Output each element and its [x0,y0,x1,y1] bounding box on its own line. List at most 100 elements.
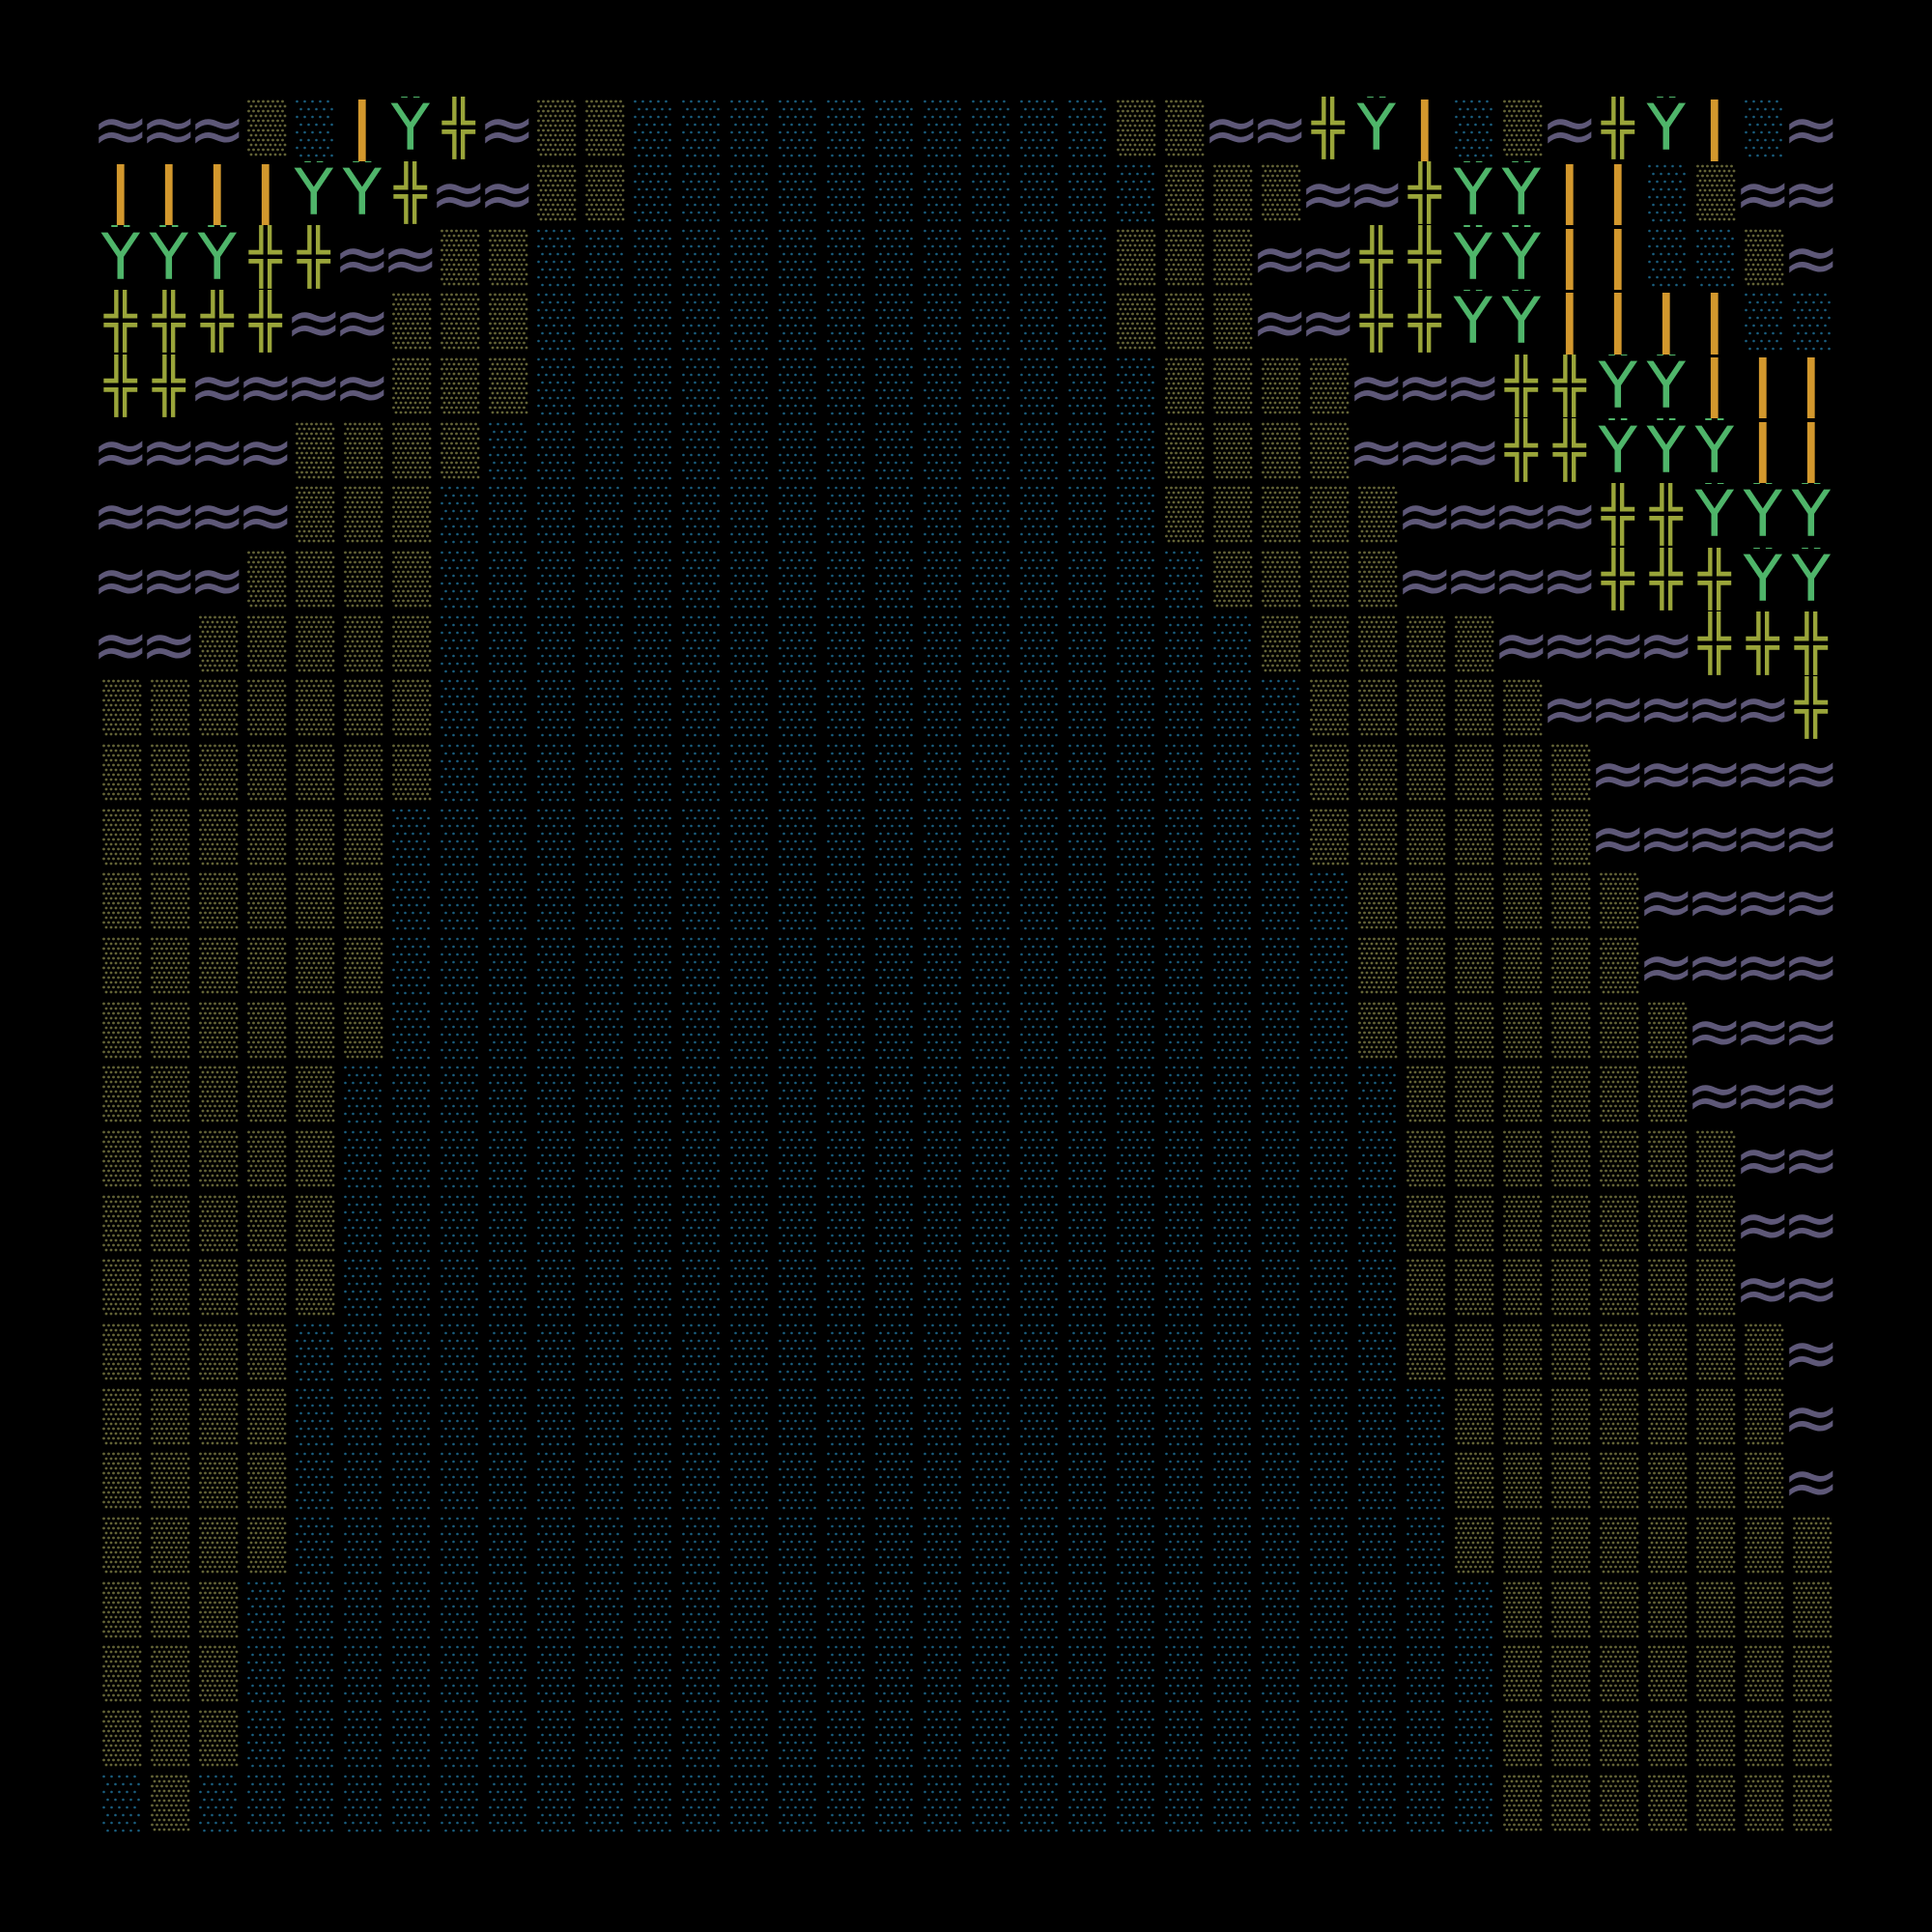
tile-sand [386,676,435,741]
tile-deep-water [290,1449,338,1514]
tile-deep-water [1401,1514,1449,1578]
tile-reeds: | [1787,355,1835,419]
tile-sand [1449,934,1497,999]
tile-sand [1401,741,1449,806]
tile-deep-water [821,1256,869,1321]
tile-sand [1304,676,1352,741]
tile-sand [1594,1577,1642,1642]
tile-deep-water [531,1191,580,1256]
tile-wave: ≈ [338,290,386,355]
tile-wave: ≈ [1497,611,1546,676]
tile-deep-water [386,1514,435,1578]
tile-sand [145,1127,193,1192]
tile-deep-water [1014,418,1063,483]
tile-deep-water [386,1707,435,1772]
tile-sand [145,1577,193,1642]
tile-wave: ≈ [1594,805,1642,869]
tile-deep-water [531,548,580,612]
tile-sand [193,934,242,999]
tile-deep-water [966,355,1014,419]
tile-deep-water [1401,1384,1449,1449]
tile-sand [1497,1321,1546,1385]
tile-sand [1739,1514,1787,1578]
tile-deep-water [1352,1063,1401,1127]
tile-sand [193,1449,242,1514]
tile-deep-water [242,1642,290,1707]
tile-deep-water [386,1771,435,1835]
tile-sand [1497,1191,1546,1256]
tile-sand [290,611,338,676]
tile-deep-water [1063,1771,1111,1835]
tile-sand [1111,97,1159,161]
tile-sand [242,934,290,999]
tile-deep-water [1401,1707,1449,1772]
tile-sand [242,1384,290,1449]
tile-deep-water [1304,869,1352,934]
tile-deep-water [628,869,676,934]
tile-deep-water [483,741,531,806]
tile-sand [386,483,435,548]
tile-wave: ≈ [1787,1321,1835,1385]
tile-deep-water [676,548,724,612]
tile-deep-water [1159,1256,1208,1321]
tile-deep-water [1111,1514,1159,1578]
tile-deep-water [966,998,1014,1063]
tile-sand [193,805,242,869]
tile-deep-water [1063,1577,1111,1642]
tile-deep-water [628,805,676,869]
tile-deep-water [724,611,773,676]
tile-wave: ≈ [1401,483,1449,548]
tile-sand [1449,741,1497,806]
tile-wave: ≈ [1787,1256,1835,1321]
tile-deep-water [918,1191,966,1256]
tile-deep-water [628,1577,676,1642]
tile-deep-water [676,355,724,419]
tile-deep-water [483,418,531,483]
tile-deep-water [918,1256,966,1321]
tile-deep-water [821,225,869,290]
tile-deep-water [531,805,580,869]
tile-sand [242,1449,290,1514]
tile-grass-cross: ╬ [145,355,193,419]
tile-reeds: | [1787,418,1835,483]
tile-deep-water [628,1771,676,1835]
tile-sand [242,1514,290,1578]
tile-wave: ≈ [1642,934,1690,999]
tile-deep-water [1111,548,1159,612]
tile-deep-water [242,1577,290,1642]
tile-sand [1690,1384,1739,1449]
tile-map[interactable]: ≈≈≈|Ÿ╬≈≈≈╬Ÿ|≈╬Ÿ|≈╬Ÿ||||ŸŸ╬≈≈≈≈╬ŸŸ||≈≈╬ŸŸ… [97,97,1835,1835]
tile-wave: ≈ [145,548,193,612]
tile-sand [242,676,290,741]
tile-deep-water [1063,934,1111,999]
tile-deep-water [1063,290,1111,355]
tile-deep-water [724,934,773,999]
tile-sand [1497,1127,1546,1192]
tile-wave: ≈ [1256,225,1304,290]
tile-deep-water [628,1514,676,1578]
tile-deep-water [773,355,821,419]
tile-wave: ≈ [193,418,242,483]
tile-deep-water [1014,1063,1063,1127]
tile-deep-water [628,998,676,1063]
tile-deep-water [918,161,966,226]
tile-grass-cross: ╬ [1690,611,1739,676]
tile-deep-water [1063,1127,1111,1192]
tile-deep-water [821,161,869,226]
tile-wave: ≈ [1787,1127,1835,1192]
tile-grass-cross: ╬ [1642,483,1690,548]
tile-wave: ≈ [435,161,483,226]
tile-sand [97,1707,145,1772]
tile-sand [1304,483,1352,548]
tile-deep-water [290,1321,338,1385]
tile-deep-water [676,676,724,741]
tile-wave: ≈ [1739,1191,1787,1256]
tile-sand [290,1256,338,1321]
tile-deep-water [1063,1256,1111,1321]
tile-wave: ≈ [1497,483,1546,548]
tile-deep-water [1159,1642,1208,1707]
tile-wave: ≈ [290,290,338,355]
tile-deep-water [918,676,966,741]
tile-deep-water [1304,934,1352,999]
tile-deep-water [580,483,628,548]
